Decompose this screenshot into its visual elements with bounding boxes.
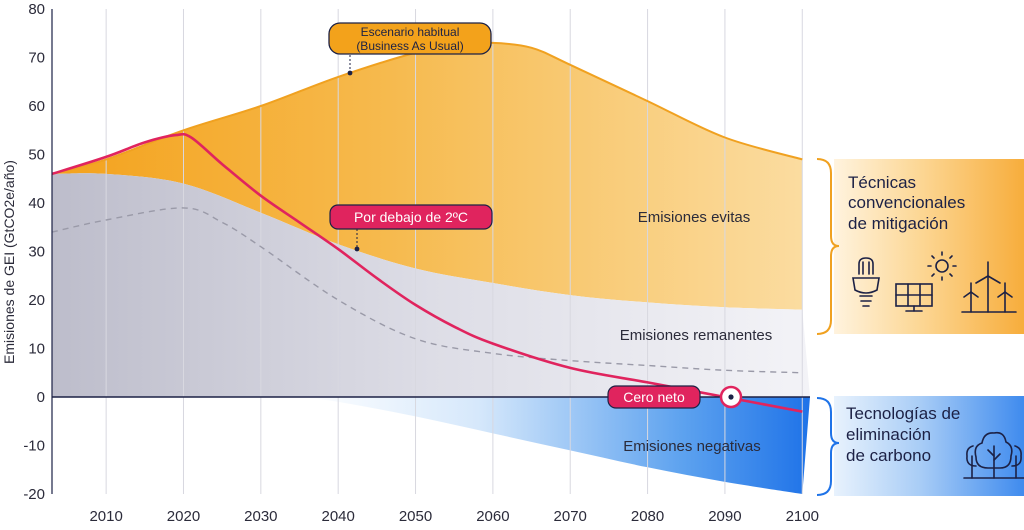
x-tick-label: 2070 [554,508,587,525]
net-zero-callout-box [607,385,701,409]
y-tick-label: 60 [28,98,45,115]
removal-brace [816,397,840,496]
net-zero-marker-dot [728,394,734,400]
bau-callout-dot [347,70,353,76]
y-tick-label: 20 [28,292,45,309]
x-tick-label: 2100 [786,508,819,525]
y-tick-label: 40 [28,195,45,212]
x-tick-label: 2080 [631,508,664,525]
x-tick-label: 2010 [89,508,122,525]
removal-title-line3: de carbono [846,446,931,465]
y-tick-label: -20 [23,486,45,503]
mitigation-title-line3: de mitigación [848,214,948,233]
y-tick-label: 30 [28,244,45,261]
bau-callout-box [328,22,492,55]
light-bulb-icon [852,257,880,307]
vertical-gridlines [105,9,803,494]
negative-emissions-label: Emisiones negativas [623,438,761,455]
removal-title-line2: eliminación [846,425,931,444]
removal-title-line1: Tecnologías de [846,404,960,423]
x-tick-label: 2040 [321,508,354,525]
mitigation-brace [816,158,840,335]
y-axis-label: Emisiones de GEI (GtCO2e/año) [1,160,17,364]
remaining-emissions-label: Emisiones remanentes [620,327,773,344]
mitigation-panel-bg [834,159,1024,334]
y-tick-label: 70 [28,50,45,67]
avoided-emissions-label: Emisiones evitas [638,209,751,226]
y-tick-label: -10 [23,438,45,455]
wind-turbines-icon [961,261,1017,313]
bau-callout-line1: Escenario habitual [361,25,460,39]
below-2c-callout-text: Por debajo de 2ºC [354,209,468,225]
y-tick-labels: 80 70 60 50 40 30 20 10 0 -10 -20 [23,1,45,503]
remaining-emissions-area [52,173,810,397]
x-tick-label: 2060 [476,508,509,525]
sun-icon [927,251,957,281]
below-2c-callout-dot [354,246,360,252]
mitigation-title-line1: Técnicas [848,173,916,192]
x-tick-label: 2030 [244,508,277,525]
solar-panel-icon [895,283,933,312]
below-2c-line [51,132,803,413]
x-tick-labels: 2010 2020 2030 2040 2050 2060 2070 2080 2090 2100 [89,508,818,525]
avoided-emissions-area [52,42,803,310]
negative-emissions-area [299,397,810,494]
y-tick-label: 0 [37,389,45,406]
trees-icon [963,431,1024,479]
dashed-reference-line [51,207,803,374]
below-2c-callout-box [329,204,493,230]
mitigation-title-line2: convencionales [848,193,965,212]
removal-panel-bg [834,396,1024,496]
x-tick-label: 2090 [708,508,741,525]
net-zero-callout-text: Cero neto [623,389,685,405]
bau-callout-line2: (Business As Usual) [356,39,463,53]
y-tick-label: 50 [28,147,45,164]
x-tick-label: 2020 [167,508,200,525]
y-tick-label: 80 [28,1,45,18]
x-tick-label: 2050 [399,508,432,525]
y-tick-label: 10 [28,341,45,358]
